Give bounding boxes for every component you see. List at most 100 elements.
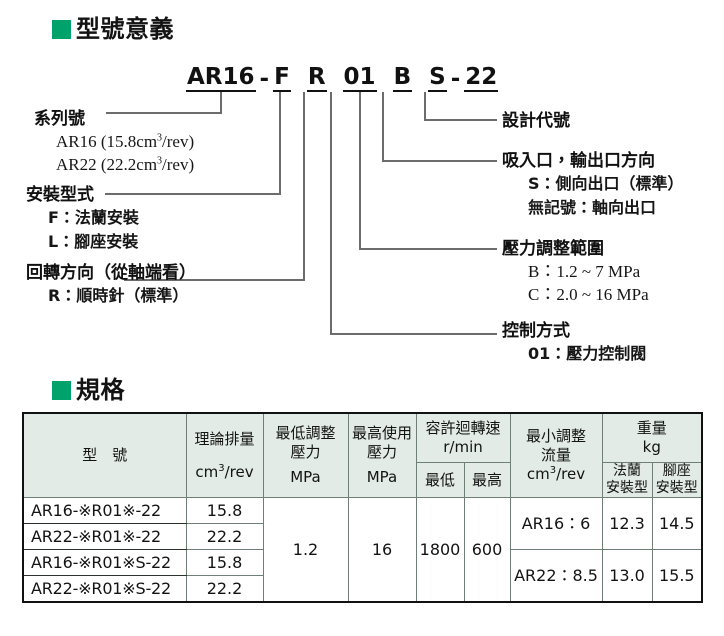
callout-rotation-line-1: R：順時針（標準） (48, 286, 189, 305)
model-code-segment-mounting: F (273, 64, 291, 92)
cell-model: AR22-※R01※-22 (22, 523, 187, 550)
col-header-weight-label: 重量 (636, 419, 667, 437)
col-header-max-use-pressure-unit: MPa (366, 468, 398, 486)
cell-weight-foot-ar16: 14.5 (651, 497, 703, 550)
col-header-speed-min: 最低 (415, 462, 465, 498)
model-code-gap-4 (412, 66, 428, 92)
col-header-model: 型 號 (22, 412, 187, 498)
callout-rotation-title: 回轉方向（從軸端看） (26, 263, 196, 283)
table-row: AR22-※R01※-22 22.2 (22, 523, 702, 550)
col-header-min-adjust-pressure: 最低調整 壓力 MPa (262, 412, 349, 498)
callout-series: 系列號 AR16 (15.8cm3/rev) AR22 (22.2cm3/rev… (34, 108, 194, 176)
col-header-allowable-speed-label: 容許迴轉速 (425, 419, 501, 437)
col-header-min-flow-unit: cm3/rev (526, 465, 586, 483)
section-heading-model-meaning: 型號意義 (52, 17, 174, 41)
cell-model: AR16-※R01※-22 (22, 497, 187, 524)
col-header-max-use-pressure-l2: 壓力 (366, 443, 397, 461)
model-code-separator-1: - (259, 66, 270, 92)
cell-min-adjust-pressure: 1.2 (262, 497, 349, 603)
callout-mounting-line-1: F：法蘭安裝 (48, 208, 139, 227)
callout-design-code: 設計代號 (502, 110, 570, 132)
callout-pressure-range-line-1: B：1.2 ~ 7 MPa (528, 262, 641, 281)
callout-control-type: 控制方式 01：壓力控制閥 (502, 320, 646, 366)
callout-pressure-range-title: 壓力調整範圍 (502, 239, 604, 259)
col-header-displacement-label: 理論排量 (194, 429, 255, 448)
col-header-max-use-pressure: 最高使用 壓力 MPa (347, 412, 417, 498)
model-code-gap-1 (291, 66, 307, 92)
model-code-segment-rotation: R (306, 64, 327, 92)
callout-port-direction-line-1: S：側向出口（標準） (528, 174, 684, 193)
cell-max-use-pressure: 16 (347, 497, 417, 603)
cell-displacement: 22.2 (185, 575, 264, 603)
callout-port-direction-title: 吸入口，輸出口方向 (502, 151, 655, 171)
table-row: AR16-※R01※S-22 15.8 AR22：8.5 13.0 15.5 (22, 549, 703, 603)
callout-series-line-1: AR16 (15.8cm3/rev) (56, 132, 195, 151)
cell-speed-min: 1800 (415, 497, 465, 603)
col-header-min-adjust-pressure-l1: 最低調整 (275, 424, 336, 442)
cell-model: AR22-※R01※S-22 (22, 575, 187, 603)
col-header-allowable-speed-unit: r/min (443, 438, 483, 456)
leader-line-design (424, 92, 497, 121)
model-code-segment-control: 01 (342, 64, 377, 92)
callout-control-type-line-1: 01：壓力控制閥 (528, 344, 647, 363)
col-header-speed-max: 最高 (463, 462, 511, 498)
col-header-weight: 重量 kg (601, 412, 703, 463)
col-header-weight-flange: 法蘭 安裝型 (601, 462, 653, 498)
col-header-min-flow-l1: 最小調整 (526, 427, 587, 445)
callout-port-direction: 吸入口，輸出口方向 S：側向出口（標準） 無記號：軸向出口 (502, 150, 684, 220)
cell-weight-foot-ar22: 15.5 (651, 549, 703, 603)
callout-port-direction-line-2: 無記號：軸向出口 (528, 198, 657, 217)
leader-line-pressure (359, 92, 497, 250)
cell-weight-flange-ar22: 13.0 (601, 549, 653, 603)
col-header-allowable-speed: 容許迴轉速 r/min (415, 412, 511, 463)
col-header-min-flow-l2: 流量 (541, 446, 572, 464)
col-header-min-adjust-pressure-unit: MPa (290, 468, 321, 486)
table-row: AR22-※R01※S-22 22.2 (22, 575, 702, 603)
green-square-icon (52, 19, 71, 39)
specification-table: 型 號 理論排量 cm3/rev 最低調整 壓力 MPa 最高使用 壓力 MPa… (22, 412, 704, 603)
callout-mounting-title: 安裝型式 (26, 185, 94, 205)
model-code-separator-2: - (450, 66, 461, 92)
callout-control-type-title: 控制方式 (502, 321, 570, 341)
callout-design-code-title: 設計代號 (502, 111, 570, 131)
model-code-segment-design: 22 (464, 64, 499, 92)
cell-weight-flange-ar16: 12.3 (601, 497, 653, 550)
col-header-weight-flange-l2: 安裝型 (606, 480, 649, 496)
col-header-weight-foot-l2: 安裝型 (655, 480, 698, 496)
col-header-displacement-unit: cm3/rev (195, 462, 254, 481)
page-title: 型號意義 (76, 15, 174, 43)
model-code-segment-series: AR16 (186, 64, 256, 92)
callout-series-title: 系列號 (34, 109, 85, 129)
callout-series-line-2: AR22 (22.2cm3/rev) (56, 155, 195, 174)
col-header-weight-unit: kg (642, 438, 661, 456)
cell-min-flow-ar22: AR22：8.5 (509, 549, 603, 603)
section-heading-specification: 規格 (52, 378, 125, 402)
callout-pressure-range: 壓力調整範圍 B：1.2 ~ 7 MPa C：2.0 ~ 16 MPa (502, 238, 649, 306)
col-header-min-flow: 最小調整 流量 cm3/rev (509, 412, 603, 498)
cell-speed-max: 600 (463, 497, 511, 603)
table-row: AR16-※R01※-22 15.8 1.2 16 1800 600 AR16：… (22, 497, 703, 603)
cell-min-flow-ar16: AR16：6 (509, 497, 603, 550)
cell-displacement: 15.8 (185, 497, 264, 524)
col-header-weight-foot-l1: 腳座 (662, 463, 691, 479)
callout-pressure-range-line-2: C：2.0 ~ 16 MPa (528, 285, 649, 304)
model-code-segment-pressure: B (392, 64, 413, 92)
leader-line-port (382, 92, 497, 162)
col-header-weight-foot: 腳座 安裝型 (651, 462, 703, 498)
model-code-gap-3 (377, 66, 393, 92)
col-header-displacement: 理論排量 cm3/rev (185, 412, 264, 498)
callout-mounting: 安裝型式 F：法蘭安裝 L：腳座安裝 (26, 184, 139, 254)
cell-displacement: 22.2 (185, 523, 264, 550)
col-header-max-use-pressure-l1: 最高使用 (351, 424, 412, 442)
col-header-min-adjust-pressure-l2: 壓力 (290, 443, 321, 461)
green-square-icon (52, 380, 71, 400)
model-code-gap-2 (327, 66, 343, 92)
cell-model: AR16-※R01※S-22 (22, 549, 187, 576)
callout-rotation: 回轉方向（從軸端看） R：順時針（標準） (26, 262, 196, 308)
leader-line-control (330, 92, 497, 335)
callout-mounting-line-2: L：腳座安裝 (48, 232, 139, 251)
col-header-weight-flange-l1: 法蘭 (613, 463, 642, 479)
model-code-segment-port: S (428, 64, 447, 92)
model-code-line: AR16 - F R 01 B S - 22 (186, 64, 499, 92)
section-title-specification: 規格 (76, 376, 125, 404)
